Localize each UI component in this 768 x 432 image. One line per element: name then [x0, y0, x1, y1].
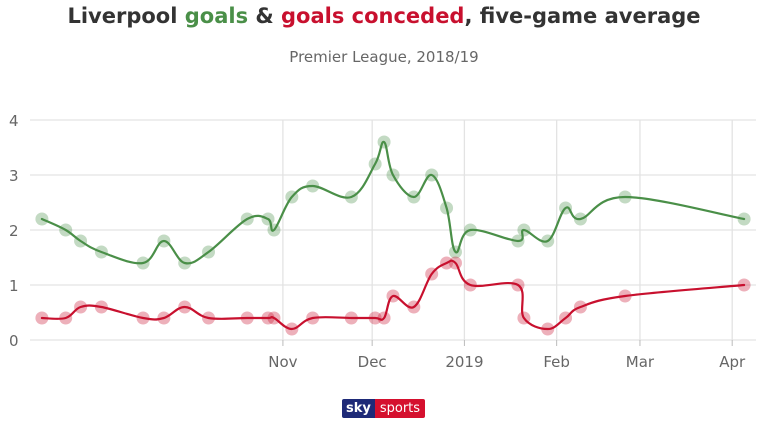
sky-sports-logo: sky sports [342, 399, 426, 418]
series-line-conceded [40, 259, 746, 331]
series-conceded [35, 256, 751, 336]
x-tick-label: Dec [358, 353, 387, 371]
x-tick-label: 2019 [445, 353, 483, 371]
y-tick-label: 3 [9, 167, 19, 185]
y-axis-tick-labels: 0 1 2 3 4 [9, 112, 19, 350]
chart-title: Liverpool goals & goals conceded, five-g… [0, 4, 768, 28]
y-tick-label: 1 [9, 277, 19, 295]
title-part-1: Liverpool [67, 4, 185, 28]
y-tick-label: 2 [9, 222, 19, 240]
x-tick-label: Apr [719, 353, 746, 371]
title-conceded-label: goals conceded [281, 4, 465, 28]
chart-subtitle: Premier League, 2018/19 [289, 48, 479, 66]
series-line-goals [40, 140, 746, 265]
series-goals [35, 135, 751, 270]
grid-lines [30, 119, 756, 346]
x-tick-label: Mar [626, 353, 655, 371]
title-part-2: & [248, 4, 281, 28]
x-tick-label: Nov [268, 353, 297, 371]
x-tick-label: Feb [543, 353, 570, 371]
x-axis-tick-labels: 2018NovDec2019FebMarApr [268, 353, 746, 371]
title-goals-label: goals [184, 4, 249, 28]
y-tick-label: 4 [9, 112, 19, 130]
title-part-3: , five-game average [464, 4, 701, 28]
y-tick-label: 0 [9, 332, 19, 350]
logo-sky-text: sky [342, 399, 375, 418]
logo-sports-text: sports [374, 399, 426, 418]
series-group [35, 135, 751, 336]
